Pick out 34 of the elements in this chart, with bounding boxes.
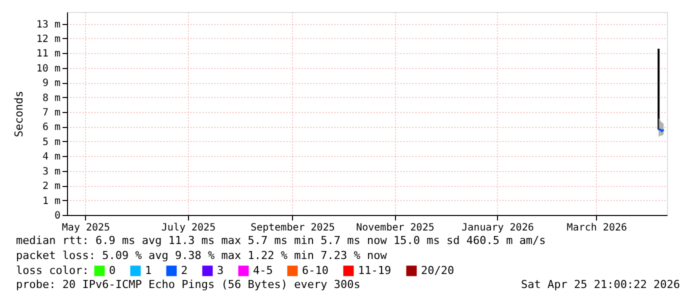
text: probe: 20 IPv6-ICMP Echo Pings (56 Bytes) every 300s: [16, 278, 360, 291]
legend-label: 20/20: [421, 264, 454, 277]
y-tick-label: 4 m: [42, 152, 60, 163]
y-tick-label: 8 m: [42, 92, 60, 104]
text: packet loss: 5.09 % avg 9.38 % max 1.22 % min 7.23 % now: [16, 249, 388, 262]
legend-label: 6-10: [302, 264, 328, 277]
legend-label: 0: [109, 264, 116, 277]
x-tick-label: May 2025: [62, 222, 110, 234]
legend-label: 2: [181, 264, 188, 277]
text: median rtt: 6.9 ms avg 11.3 ms max 5.7 ms min 5.7 ms now 15.0 ms sd 460.5 m am/s: [16, 234, 546, 247]
y-tick-label: 12 m: [36, 34, 60, 45]
legend-label: 3: [217, 264, 224, 277]
y-tick-label: 0: [54, 210, 60, 222]
x-tick-label: July 2025: [161, 222, 216, 234]
y-tick-label: 3 m: [42, 166, 60, 178]
x-tick-label: March 2026: [566, 222, 628, 234]
y-axis-title: Seconds: [12, 90, 26, 138]
y-tick-label: 10 m: [36, 63, 60, 74]
y-tick-label: 6 m: [42, 122, 60, 134]
y-tick-label: 2 m: [42, 181, 60, 192]
text: Sat Apr 25 21:00:22 2026: [521, 278, 680, 291]
legend-title: loss color:: [16, 264, 89, 277]
x-tick-label: November 2025: [356, 222, 434, 234]
y-tick-label: 9 m: [42, 78, 60, 90]
y-tick-label: 1 m: [42, 196, 60, 207]
x-tick-label: September 2025: [250, 222, 335, 234]
legend-label: 11-19: [358, 264, 392, 277]
legend-label: 4-5: [253, 264, 273, 277]
y-tick-label: 11 m: [36, 48, 60, 60]
legend-label: 1: [145, 264, 152, 277]
y-tick-label: 7 m: [42, 108, 60, 119]
y-tick-label: 13 m: [36, 19, 60, 30]
y-tick-label: 5 m: [42, 136, 60, 148]
x-tick-label: January 2026: [462, 222, 534, 234]
